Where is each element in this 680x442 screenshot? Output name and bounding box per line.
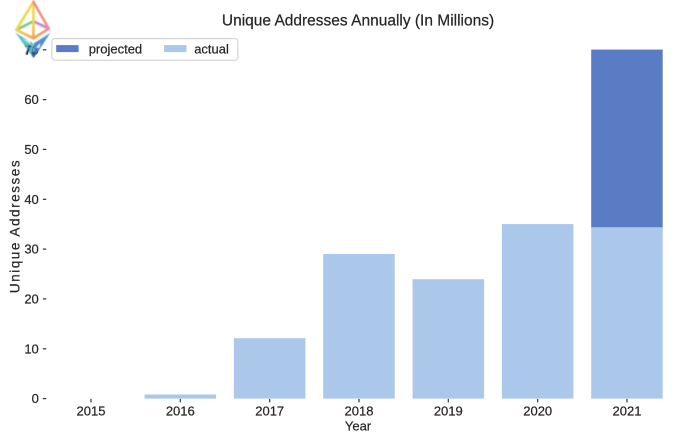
svg-text:50: 50 <box>24 142 38 157</box>
svg-text:60: 60 <box>24 92 38 107</box>
svg-text:0: 0 <box>32 391 39 406</box>
svg-text:2020: 2020 <box>523 403 552 418</box>
svg-text:20: 20 <box>24 292 38 307</box>
svg-text:actual: actual <box>194 42 229 57</box>
svg-text:2015: 2015 <box>77 403 106 418</box>
svg-text:projected: projected <box>89 42 142 57</box>
svg-text:2016: 2016 <box>166 403 195 418</box>
svg-text:10: 10 <box>24 341 38 356</box>
svg-text:2019: 2019 <box>434 403 463 418</box>
svg-text:Year: Year <box>345 419 372 434</box>
svg-text:2017: 2017 <box>255 403 284 418</box>
svg-text:Unique Addresses Annually (In: Unique Addresses Annually (In Millions) <box>222 13 494 30</box>
svg-text:Unique Addresses: Unique Addresses <box>8 159 23 293</box>
svg-text:2018: 2018 <box>345 403 374 418</box>
svg-text:2021: 2021 <box>613 403 642 418</box>
svg-text:40: 40 <box>24 192 38 207</box>
svg-text:30: 30 <box>24 242 38 257</box>
